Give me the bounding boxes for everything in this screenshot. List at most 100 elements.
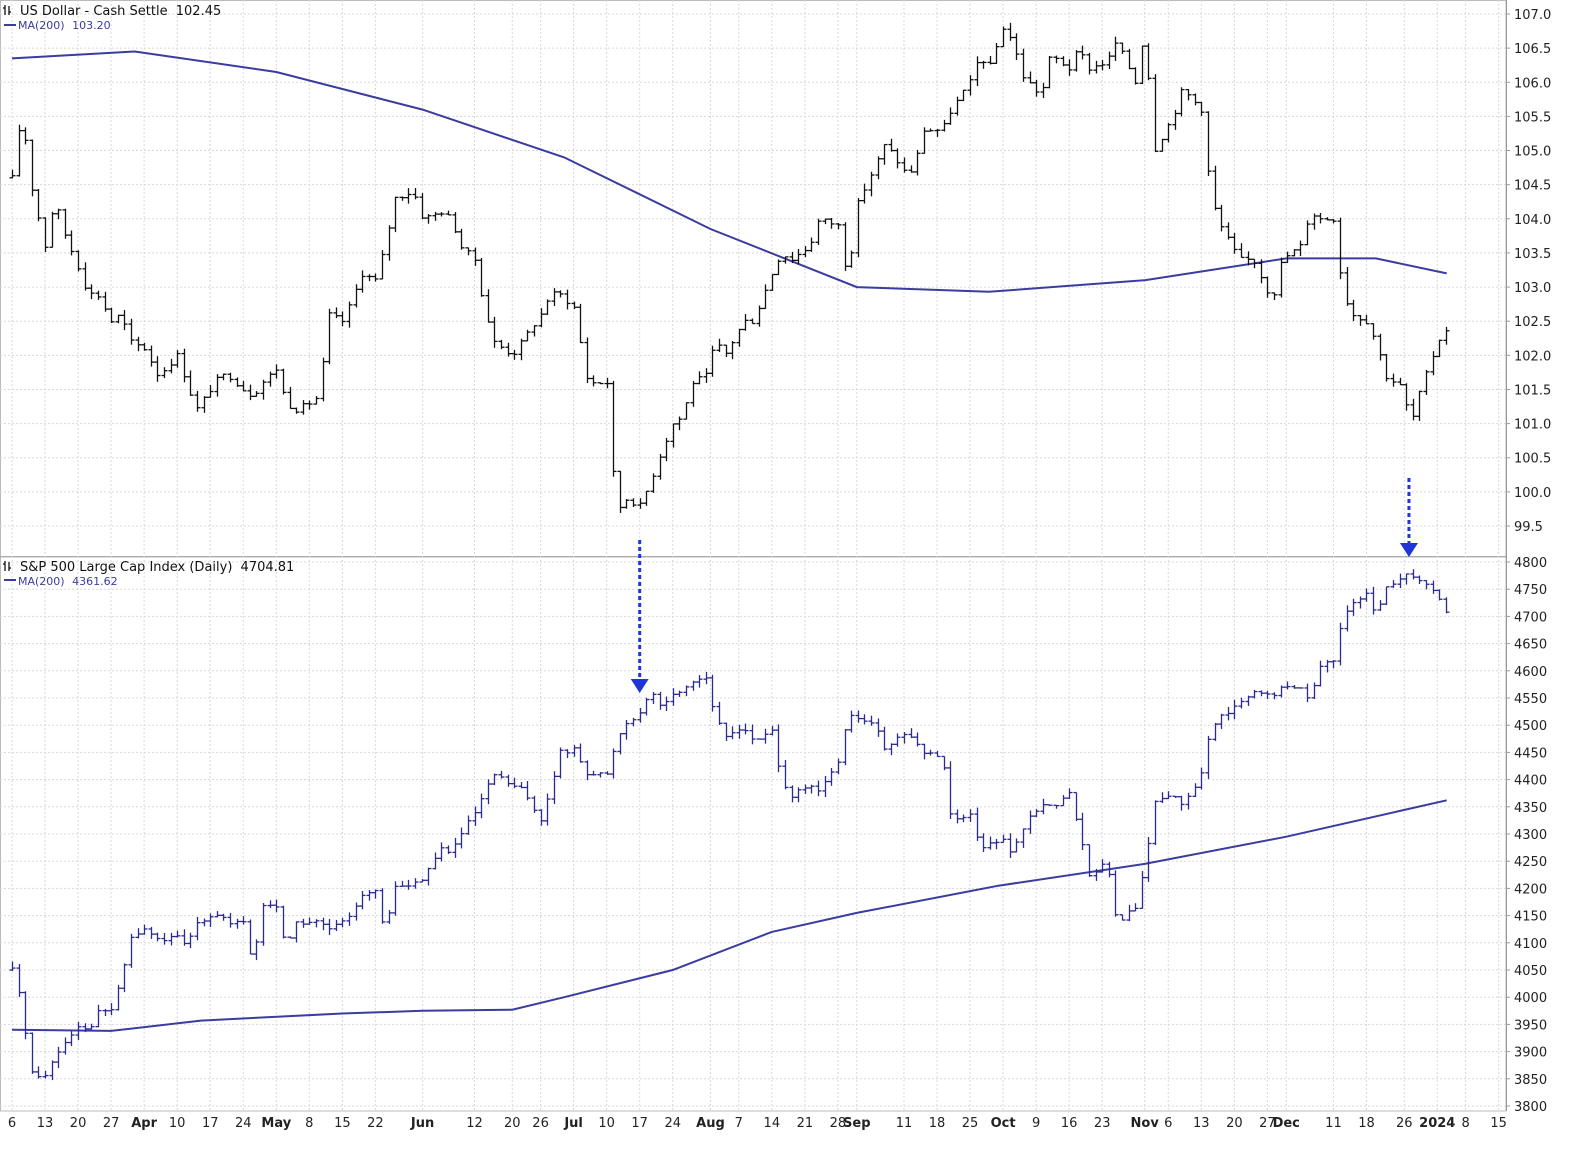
price-bar bbox=[412, 878, 419, 889]
x-tick-label: 6 bbox=[8, 1116, 16, 1131]
moving-average-layer bbox=[11, 50, 1447, 1032]
x-tick-label: 24 bbox=[664, 1116, 681, 1131]
price-bar bbox=[590, 375, 597, 387]
price-bar bbox=[524, 781, 531, 801]
price-bar bbox=[267, 371, 274, 387]
x-tick-label: 7 bbox=[735, 1116, 743, 1131]
price-bar bbox=[1311, 682, 1318, 700]
price-bar bbox=[1046, 56, 1053, 89]
price-bar bbox=[1106, 861, 1113, 878]
price-bar bbox=[9, 169, 16, 179]
price-bar bbox=[359, 270, 366, 293]
x-tick-label: 14 bbox=[764, 1116, 781, 1131]
price-bar bbox=[1159, 792, 1166, 804]
price-bar bbox=[1212, 722, 1219, 741]
price-bar bbox=[577, 743, 584, 763]
price-bar bbox=[1225, 222, 1232, 240]
price-bar bbox=[1377, 333, 1384, 361]
price-bar bbox=[9, 961, 16, 972]
price-bar bbox=[782, 256, 789, 264]
price-bar bbox=[967, 75, 974, 96]
x-tick-label: Jul bbox=[563, 1116, 583, 1131]
price-bar bbox=[35, 1066, 42, 1079]
y-tick-label: 4600 bbox=[1514, 665, 1547, 680]
price-bar bbox=[974, 56, 981, 87]
price-bar bbox=[220, 913, 227, 921]
price-bar bbox=[1020, 48, 1027, 82]
price-bar bbox=[987, 836, 994, 850]
price-bar bbox=[597, 382, 604, 385]
price-bar bbox=[1192, 783, 1199, 797]
price-bar bbox=[894, 733, 901, 747]
price-bar bbox=[1112, 36, 1119, 61]
price-bar bbox=[769, 273, 776, 291]
price-bar bbox=[934, 128, 941, 137]
price-bar bbox=[1205, 735, 1212, 779]
price-bar bbox=[399, 196, 406, 201]
price-bar bbox=[181, 929, 188, 946]
x-tick-label: 2024 bbox=[1419, 1116, 1455, 1131]
price-bar bbox=[1311, 213, 1318, 230]
price-bar bbox=[472, 247, 479, 266]
price-bar bbox=[808, 784, 815, 794]
price-bar bbox=[637, 498, 644, 509]
price-bar bbox=[993, 43, 1000, 64]
price-bar bbox=[1231, 232, 1238, 254]
price-bar bbox=[485, 289, 492, 323]
price-bar bbox=[604, 377, 611, 389]
x-tick-label: 10 bbox=[598, 1116, 615, 1131]
price-bar bbox=[623, 719, 630, 740]
y-tick-label: 104.0 bbox=[1514, 213, 1551, 228]
price-bar bbox=[1192, 93, 1199, 106]
y-tick-label: 102.5 bbox=[1514, 315, 1551, 330]
price-bar bbox=[630, 498, 637, 508]
x-tick-label: 26 bbox=[1396, 1116, 1413, 1131]
price-bar bbox=[597, 772, 604, 778]
price-bar bbox=[366, 274, 373, 282]
y-tick-label: 4050 bbox=[1514, 964, 1547, 979]
price-bar bbox=[1317, 212, 1324, 224]
price-bar bbox=[1093, 60, 1100, 74]
price-bar bbox=[670, 688, 677, 706]
price-bar bbox=[405, 879, 412, 890]
price-bar bbox=[538, 308, 545, 328]
price-bar bbox=[1145, 43, 1152, 81]
y-tick-label: 100.0 bbox=[1514, 486, 1551, 501]
price-bar bbox=[1383, 353, 1390, 382]
y-tick-label: 103.5 bbox=[1514, 247, 1551, 262]
y-tick-label: 4800 bbox=[1514, 556, 1547, 571]
y-tick-label: 4350 bbox=[1514, 801, 1547, 816]
price-bar bbox=[174, 930, 181, 938]
price-bar bbox=[1271, 692, 1278, 700]
price-bar bbox=[485, 779, 492, 805]
price-bar bbox=[802, 784, 809, 794]
y-tick-label: 104.5 bbox=[1514, 179, 1551, 194]
price-bar bbox=[1383, 586, 1390, 606]
price-bar bbox=[1027, 71, 1034, 84]
price-bar bbox=[1119, 914, 1126, 921]
x-tick-label: 20 bbox=[1226, 1116, 1243, 1131]
price-bar bbox=[438, 842, 445, 862]
price-bar bbox=[1212, 165, 1219, 211]
price-bar bbox=[260, 379, 267, 400]
price-bar bbox=[465, 815, 472, 835]
price-bar bbox=[1093, 868, 1100, 881]
price-bar bbox=[690, 680, 697, 691]
x-tick-label: 17 bbox=[631, 1116, 648, 1131]
price-bar bbox=[194, 390, 201, 412]
svg-text:MA(200) 103.20: MA(200) 103.20 bbox=[18, 19, 111, 32]
price-bar bbox=[1126, 49, 1133, 70]
price-bar bbox=[379, 250, 386, 280]
price-bar bbox=[1119, 42, 1126, 54]
price-bar bbox=[207, 913, 214, 928]
price-bar bbox=[168, 932, 175, 946]
price-bar bbox=[1317, 660, 1324, 687]
svg-text:MA(200) 4361.62: MA(200) 4361.62 bbox=[18, 575, 118, 588]
price-bar bbox=[1007, 833, 1014, 859]
price-bar bbox=[207, 385, 214, 398]
x-tick-label: 25 bbox=[962, 1116, 979, 1131]
y-tick-label: 106.5 bbox=[1514, 42, 1551, 57]
price-bar bbox=[425, 214, 432, 224]
price-bar bbox=[161, 367, 168, 379]
price-bar bbox=[716, 338, 723, 352]
